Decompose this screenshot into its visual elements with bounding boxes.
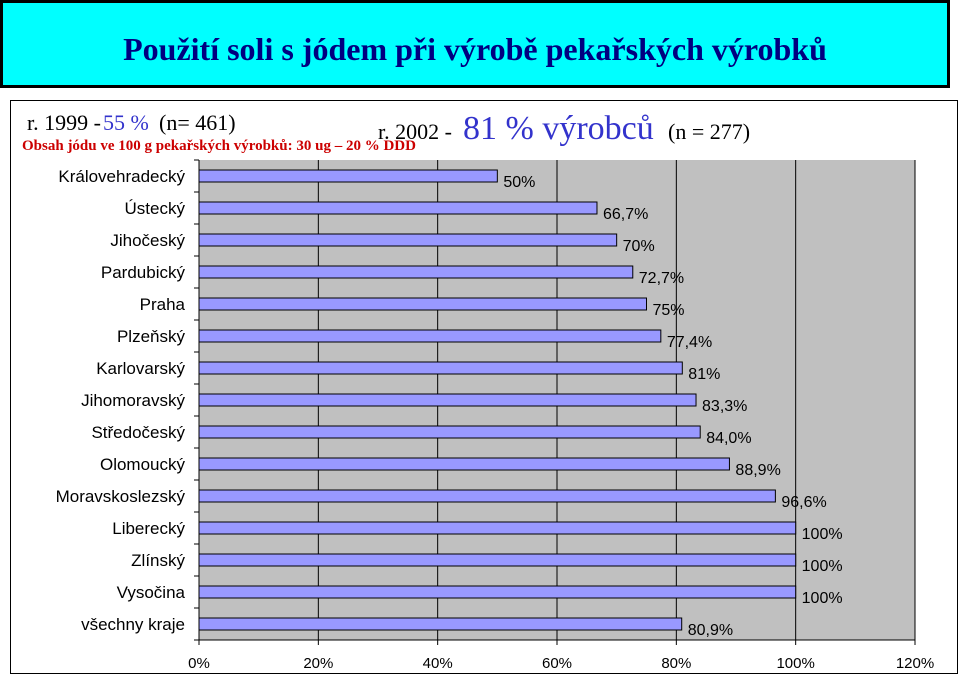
category-label: Královehradecký (58, 167, 185, 186)
data-label: 66,7% (603, 206, 648, 223)
data-label: 88,9% (735, 462, 780, 479)
data-label: 50% (503, 174, 535, 191)
category-label: Středočeský (91, 423, 185, 442)
bar (198, 201, 598, 215)
subtitle: Obsah jódu ve 100 g pekařských výrobků: … (22, 138, 416, 154)
header-2002-pct: 81 % výrobců (463, 110, 654, 147)
x-tick-label: 100% (776, 655, 814, 672)
x-tick-label: 40% (423, 655, 453, 672)
category-label: všechny kraje (81, 615, 185, 634)
x-tick-label: 0% (188, 655, 210, 672)
bar (198, 265, 634, 279)
header-1999-prefix: r. 1999 - (27, 110, 101, 135)
data-label: 100% (802, 590, 843, 607)
bar (198, 489, 776, 503)
x-tick-label: 80% (661, 655, 691, 672)
bar (198, 425, 701, 439)
bar (198, 297, 647, 311)
header-1999-pct: 55 % (103, 110, 149, 135)
data-label: 70% (623, 238, 655, 255)
chart-frame (10, 100, 958, 674)
x-tick-label: 120% (896, 655, 934, 672)
category-label: Zlínský (131, 551, 185, 570)
data-label: 100% (802, 526, 843, 543)
category-label: Ústecký (125, 199, 186, 218)
header-1999-n: (n= 461) (159, 110, 236, 135)
category-label: Vysočina (117, 583, 186, 602)
data-label: 84,0% (706, 430, 751, 447)
category-label: Karlovarský (96, 359, 185, 378)
bar (198, 553, 797, 567)
title-banner: Použití soli s jódem při výrobě pekařský… (0, 0, 950, 88)
bar (198, 361, 683, 375)
data-label: 81% (688, 366, 720, 383)
bar (198, 521, 797, 535)
data-label: 96,6% (781, 494, 826, 511)
data-label: 72,7% (639, 270, 684, 287)
category-label: Jihočeský (110, 231, 185, 250)
header-2002-n: (n = 277) (668, 119, 751, 144)
category-label: Praha (140, 295, 186, 314)
header-2002-prefix: r. 2002 - (378, 119, 452, 144)
page-title: Použití soli s jódem při výrobě pekařský… (123, 31, 827, 67)
x-tick-label: 60% (542, 655, 572, 672)
category-label: Liberecký (112, 519, 185, 538)
bar (198, 393, 697, 407)
bar (198, 169, 498, 183)
category-label: Jihomoravský (81, 391, 185, 410)
data-label: 77,4% (667, 334, 712, 351)
bar (198, 617, 683, 631)
data-label: 100% (802, 558, 843, 575)
data-label: 75% (653, 302, 685, 319)
category-label: Plzeňský (117, 327, 186, 346)
category-label: Olomoucký (100, 455, 186, 474)
category-label: Moravskoslezský (56, 487, 186, 506)
bar (198, 329, 662, 343)
bar (198, 585, 797, 599)
category-label: Pardubický (101, 263, 186, 282)
data-label: 80,9% (688, 622, 733, 639)
bar (198, 233, 618, 247)
bar (198, 457, 730, 471)
x-tick-label: 20% (303, 655, 333, 672)
data-label: 83,3% (702, 398, 747, 415)
